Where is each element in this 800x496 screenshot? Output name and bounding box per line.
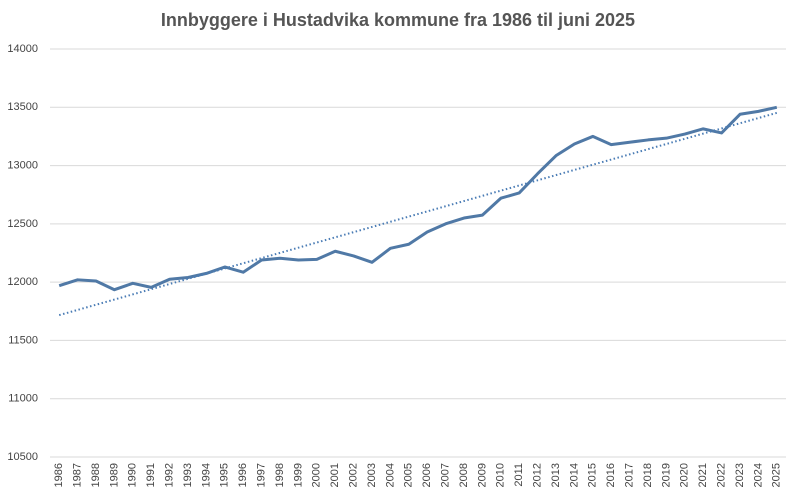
x-tick-label: 1994 — [200, 463, 212, 487]
trendline — [58, 111, 778, 317]
x-tick-label: 2015 — [587, 463, 599, 487]
y-tick-label: 12000 — [7, 276, 38, 288]
x-tick-label: 2020 — [679, 463, 691, 487]
y-tick-label: 11000 — [8, 393, 38, 405]
x-tick-label: 2006 — [421, 463, 433, 487]
x-tick-label: 1996 — [237, 463, 249, 487]
x-tick-label: 2023 — [734, 463, 746, 487]
x-tick-label: 2016 — [605, 463, 617, 487]
x-tick-label: 2022 — [716, 463, 728, 487]
x-tick-label: 2013 — [550, 463, 562, 487]
x-tick-label: 2017 — [624, 463, 636, 487]
x-tick-label: 2025 — [771, 463, 783, 487]
x-tick-label: 2014 — [568, 463, 580, 487]
x-tick-label: 2007 — [440, 463, 452, 487]
x-tick-label: 2000 — [311, 463, 323, 487]
x-tick-label: 1986 — [53, 463, 65, 487]
y-tick-label: 11500 — [8, 334, 38, 346]
x-tick-label: 2010 — [495, 463, 507, 487]
x-tick-label: 1988 — [90, 463, 102, 487]
x-tick-label: 1997 — [256, 463, 268, 487]
x-tick-label: 1991 — [145, 463, 157, 487]
y-tick-label: 12500 — [7, 218, 38, 230]
x-tick-label: 2024 — [752, 463, 764, 487]
x-tick-label: 2003 — [366, 463, 378, 487]
x-tick-label: 2011 — [513, 463, 525, 487]
x-tick-label: 2008 — [458, 463, 470, 487]
x-tick-label: 1998 — [274, 463, 286, 487]
x-tick-label: 1993 — [182, 463, 194, 487]
y-tick-label: 13500 — [7, 101, 38, 113]
x-tick-label: 2009 — [476, 463, 488, 487]
x-tick-label: 1995 — [219, 463, 231, 487]
x-tick-label: 2012 — [532, 463, 544, 487]
y-tick-label: 13000 — [7, 159, 38, 171]
x-tick-label: 2002 — [348, 463, 360, 487]
x-tick-label: 1999 — [292, 463, 304, 487]
x-tick-label: 2019 — [660, 463, 672, 487]
x-tick-label: 2001 — [329, 463, 341, 487]
x-tick-label: 2005 — [403, 463, 415, 487]
x-tick-label: 1987 — [72, 463, 84, 487]
x-tick-label: 2021 — [697, 463, 709, 487]
y-tick-label: 10500 — [7, 451, 38, 463]
series-line — [58, 105, 778, 292]
x-tick-label: 2018 — [642, 463, 654, 487]
x-tick-label: 1990 — [127, 463, 139, 487]
y-tick-label: 14000 — [7, 43, 38, 55]
x-tick-label: 1992 — [164, 463, 176, 487]
chart-title: Innbyggere i Hustadvika kommune fra 1986… — [161, 10, 635, 30]
x-tick-label: 2004 — [384, 463, 396, 487]
x-tick-label: 1989 — [108, 463, 120, 487]
